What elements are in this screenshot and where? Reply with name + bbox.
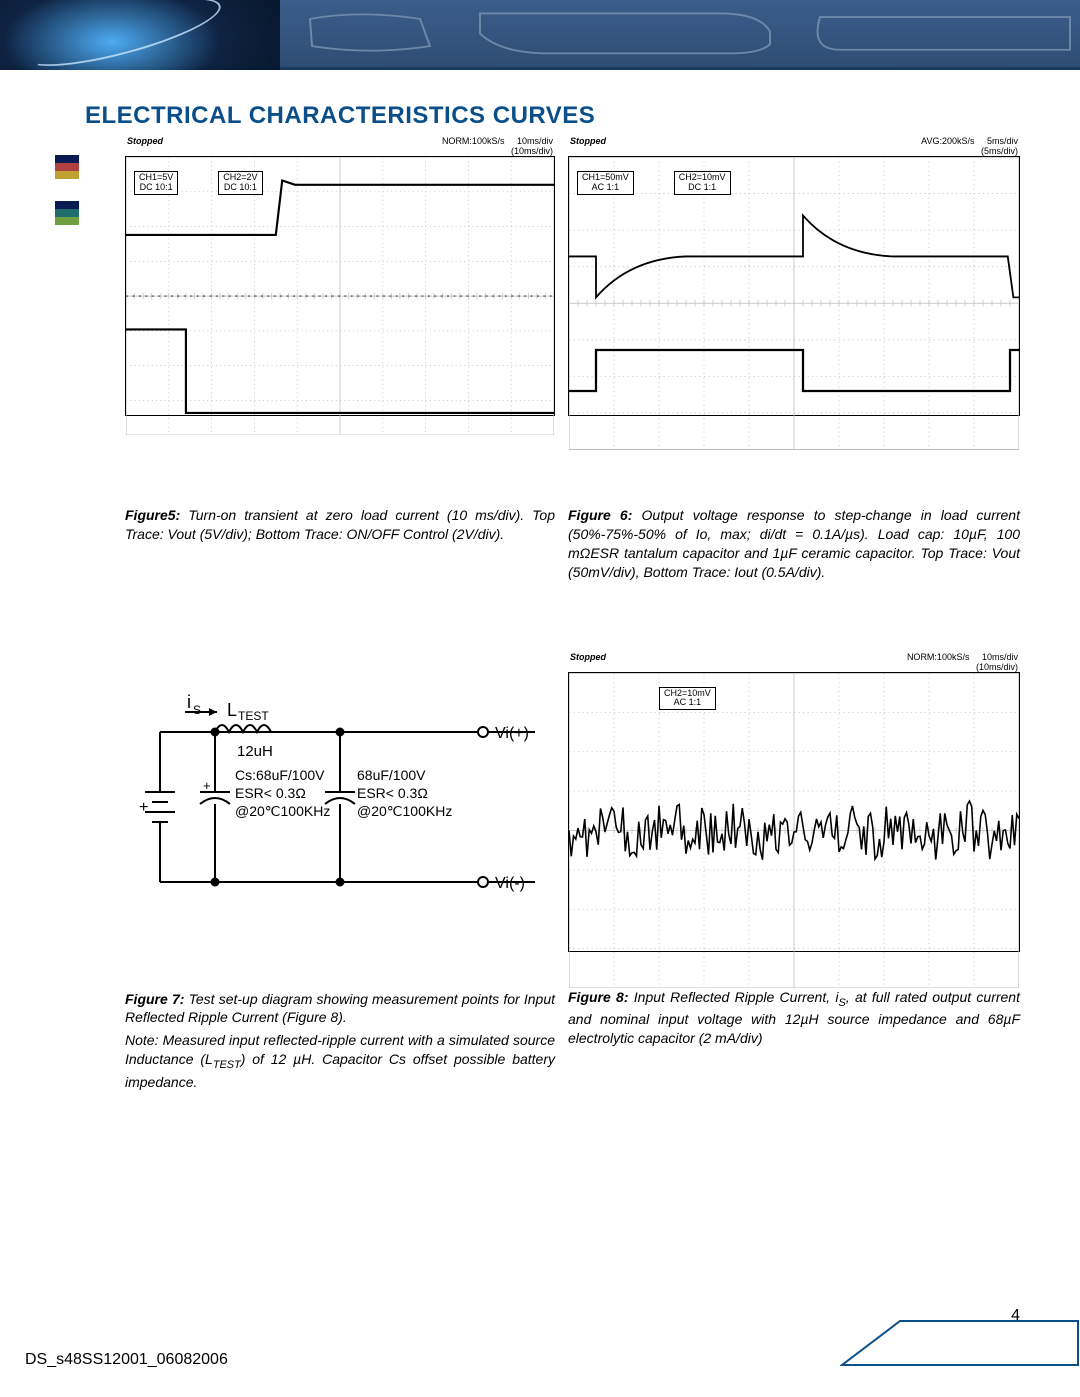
fig5-timesub: (10ms/div) — [125, 146, 555, 156]
fig5-ch1: CH1=5V DC 10:1 — [134, 171, 178, 195]
svg-text:Cs:68uF/100V: Cs:68uF/100V — [235, 767, 325, 783]
svg-text:S: S — [193, 703, 201, 717]
svg-text:Vi(-): Vi(-) — [495, 875, 525, 892]
fig5-caption: Figure5: Turn-on transient at zero load … — [125, 506, 555, 544]
fig6-ch2: CH2=10mV DC 1:1 — [674, 171, 731, 195]
svg-text:+: + — [203, 778, 211, 793]
fig6-timetop: 5ms/div — [987, 136, 1018, 146]
fig6-timesub: (5ms/div) — [568, 146, 1020, 156]
page-title: ELECTRICAL CHARACTERISTICS CURVES — [85, 102, 595, 130]
svg-text:ESR< 0.3Ω: ESR< 0.3Ω — [357, 785, 428, 801]
fig8-stopped: Stopped — [570, 652, 606, 662]
header-banner — [0, 0, 1080, 70]
fig5-ch2: CH2=2V DC 10:1 — [218, 171, 262, 195]
figure-7: + + — [125, 652, 555, 1092]
fig5-scope: Stopped NORM:100kS/s 10ms/div (10ms/div)… — [125, 136, 555, 416]
svg-text:@20℃100KHz: @20℃100KHz — [357, 803, 452, 819]
fig6-waveform — [569, 157, 1019, 450]
fig8-waveform — [569, 673, 1019, 988]
footer-docid: DS_s48SS12001_06082006 — [25, 1351, 228, 1369]
row-2: + + — [0, 652, 1080, 1092]
corner-deco — [840, 1319, 1080, 1367]
row-1: Stopped NORM:100kS/s 10ms/div (10ms/div)… — [0, 136, 1080, 582]
fig8-timesub: (10ms/div) — [568, 662, 1020, 672]
fig7-note: Note: Measured input reflected-ripple cu… — [125, 1031, 555, 1091]
content: Stopped NORM:100kS/s 10ms/div (10ms/div)… — [0, 136, 1080, 1092]
svg-text:+: + — [139, 799, 148, 816]
svg-text:68uF/100V: 68uF/100V — [357, 767, 426, 783]
fig6-caption: Figure 6: Output voltage response to ste… — [568, 506, 1020, 582]
fig8-caption: Figure 8: Input Reflected Ripple Current… — [568, 988, 1020, 1048]
fig8-timetop: 10ms/div — [982, 652, 1018, 662]
fig8-scope: Stopped NORM:100kS/s 10ms/div (10ms/div)… — [568, 652, 1020, 952]
svg-text:12uH: 12uH — [237, 743, 273, 760]
header-decor-photo — [0, 0, 280, 70]
fig6-scope: Stopped AVG:200kS/s 5ms/div (5ms/div) CH… — [568, 136, 1020, 416]
figure-5: Stopped NORM:100kS/s 10ms/div (10ms/div)… — [125, 136, 555, 582]
fig5-rate: NORM:100kS/s — [442, 136, 505, 146]
fig5-waveform — [126, 157, 554, 435]
fig6-rate: AVG:200kS/s — [921, 136, 974, 146]
fig7-caption: Figure 7: Test set-up diagram showing me… — [125, 990, 555, 1028]
svg-text:Vi(+): Vi(+) — [495, 725, 529, 742]
svg-text:L: L — [227, 700, 237, 720]
fig5-timetop: 10ms/div — [517, 136, 553, 146]
svg-text:ESR< 0.3Ω: ESR< 0.3Ω — [235, 785, 306, 801]
svg-text:TEST: TEST — [238, 709, 269, 723]
figure-8: Stopped NORM:100kS/s 10ms/div (10ms/div)… — [568, 652, 1020, 1092]
fig6-ch1: CH1=50mV AC 1:1 — [577, 171, 634, 195]
svg-text:@20℃100KHz: @20℃100KHz — [235, 803, 330, 819]
figure-6: Stopped AVG:200kS/s 5ms/div (5ms/div) CH… — [568, 136, 1020, 582]
fig6-stopped: Stopped — [570, 136, 606, 146]
fig7-circuit: + + — [125, 672, 535, 922]
fig8-ch2: CH2=10mV AC 1:1 — [659, 687, 716, 711]
svg-text:i: i — [187, 692, 191, 712]
header-decor-outline — [300, 8, 1080, 57]
fig5-stopped: Stopped — [127, 136, 163, 146]
fig8-rate: NORM:100kS/s — [907, 652, 970, 662]
